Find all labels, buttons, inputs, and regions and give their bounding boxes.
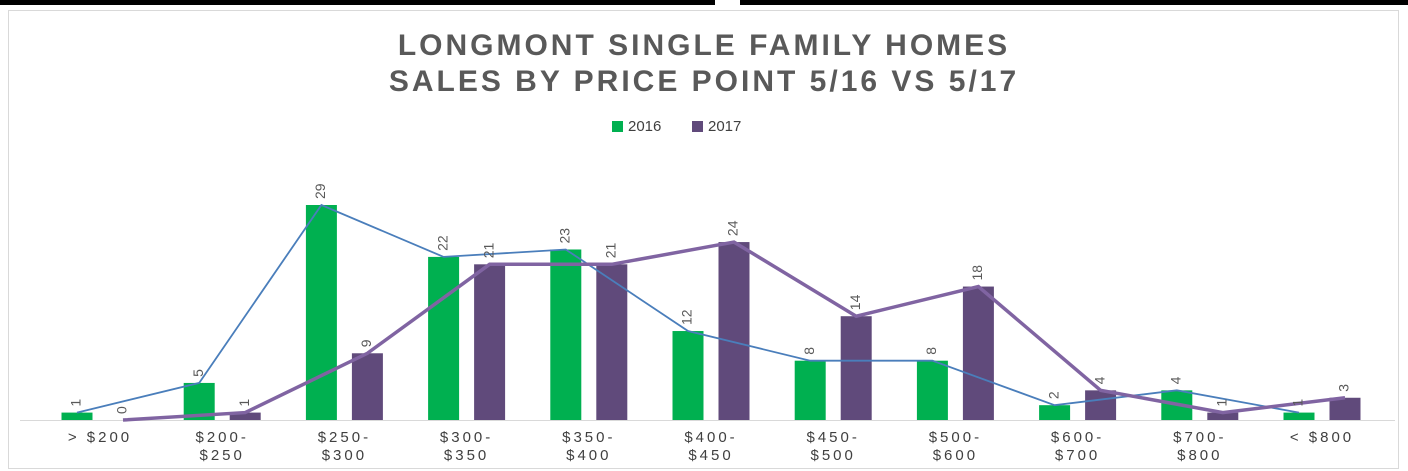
data-label: 8 <box>801 347 817 355</box>
bar <box>1207 412 1239 420</box>
data-label: 14 <box>847 294 863 310</box>
x-tick-label-line: $400- <box>684 429 737 446</box>
data-label: 1 <box>1290 399 1306 407</box>
chart-title: SALES BY PRICE POINT 5/16 VS 5/17 <box>389 65 1019 98</box>
x-tick-label-line: $250- <box>318 429 371 446</box>
x-tick-label-line: $250 <box>200 447 245 464</box>
bar <box>962 286 994 420</box>
bar <box>428 256 460 420</box>
x-tick-label-line: $300- <box>440 429 493 446</box>
x-tick-label-line: > $200 <box>68 429 132 446</box>
data-label: 21 <box>603 243 619 259</box>
top-strip <box>740 0 1408 5</box>
bar <box>61 412 93 420</box>
chart-title: LONGMONT SINGLE FAMILY HOMES <box>398 29 1010 62</box>
legend-swatch <box>612 121 623 132</box>
trend-line <box>76 203 1300 414</box>
data-label: 1 <box>68 399 84 407</box>
bar <box>718 242 750 420</box>
x-tick-label: $300-$350 <box>440 429 493 464</box>
x-tick-label-line: $450 <box>688 447 733 464</box>
legend-label: 2016 <box>628 118 661 135</box>
bar <box>229 412 261 420</box>
data-label: 29 <box>312 183 328 199</box>
x-tick-label: $350-$400 <box>562 429 615 464</box>
data-label: 4 <box>1168 376 1184 384</box>
x-tick-label-line: $200- <box>196 429 249 446</box>
legend-swatch <box>692 121 703 132</box>
x-tick-label-line: $350- <box>562 429 615 446</box>
x-tick-label-line: $500 <box>811 447 856 464</box>
x-tick-label-line: $350 <box>444 447 489 464</box>
bar <box>794 360 826 420</box>
data-label: 9 <box>358 339 374 347</box>
x-tick-label: $400-$450 <box>684 429 737 464</box>
data-label: 18 <box>969 265 985 281</box>
x-tick-label-line: $500- <box>929 429 982 446</box>
x-tick-label-line: $300 <box>322 447 367 464</box>
trend-line <box>122 240 1346 422</box>
bar <box>1329 397 1361 420</box>
legend-label: 2017 <box>708 118 741 135</box>
bar <box>840 316 872 420</box>
top-strip <box>0 0 715 5</box>
x-tick-label: $250-$300 <box>318 429 371 464</box>
data-label: 8 <box>923 347 939 355</box>
data-label: 4 <box>1091 376 1107 384</box>
x-tick-label: $500-$600 <box>929 429 982 464</box>
bar <box>1085 390 1117 420</box>
bar <box>916 360 948 420</box>
x-tick-label: > $200 <box>68 429 132 446</box>
x-tick-label-line: $600- <box>1051 429 1104 446</box>
data-label: 24 <box>725 220 741 236</box>
data-label: 1 <box>236 399 252 407</box>
data-label: 0 <box>114 406 130 414</box>
bar <box>351 353 383 420</box>
x-tick-label-line: $700- <box>1173 429 1226 446</box>
data-label: 5 <box>190 369 206 377</box>
x-tick-label-line: $400 <box>566 447 611 464</box>
bar <box>672 331 704 420</box>
data-label: 21 <box>480 243 496 259</box>
x-tick-label-line: < $800 <box>1290 429 1354 446</box>
bar <box>550 249 582 420</box>
bar <box>474 264 506 420</box>
x-tick-label-line: $700 <box>1055 447 1100 464</box>
x-tick-label: $700-$800 <box>1173 429 1226 464</box>
x-tick-label-line: $600 <box>933 447 978 464</box>
x-tick-label-line: $450- <box>807 429 860 446</box>
x-tick-label-line: $800 <box>1177 447 1222 464</box>
data-label: 1 <box>1214 399 1230 407</box>
x-tick-label: $600-$700 <box>1051 429 1104 464</box>
data-label: 23 <box>557 228 573 244</box>
data-label: 22 <box>434 235 450 251</box>
bar <box>596 264 628 420</box>
x-tick-label: < $800 <box>1290 429 1354 446</box>
data-label: 2 <box>1045 391 1061 399</box>
bar <box>305 205 337 420</box>
x-tick-label: $200-$250 <box>196 429 249 464</box>
bar <box>1283 412 1315 420</box>
bar <box>1039 405 1071 420</box>
x-tick-label: $450-$500 <box>807 429 860 464</box>
data-label: 3 <box>1336 384 1352 392</box>
data-label: 12 <box>679 309 695 325</box>
